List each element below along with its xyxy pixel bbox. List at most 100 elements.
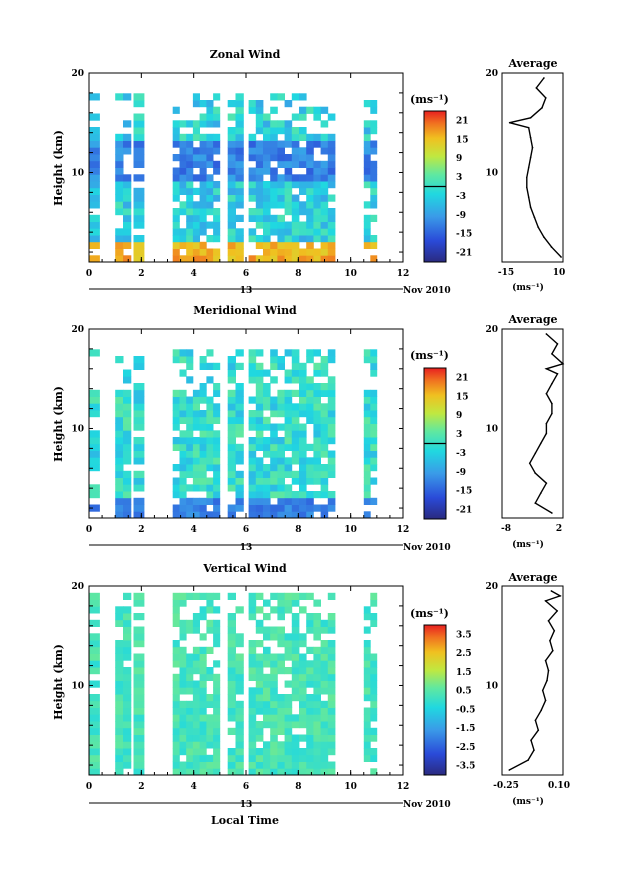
heatmap-cell (313, 457, 321, 465)
heatmap-cell (313, 680, 321, 688)
heatmap-cell (213, 754, 221, 762)
heatmap-cell (320, 255, 329, 263)
heatmap-cell (179, 464, 187, 472)
heatmap-cell (186, 667, 194, 675)
heatmap-cell (306, 228, 314, 236)
heatmap-cell (186, 362, 194, 370)
heatmap-cell (320, 714, 329, 722)
colorbar-tick-label: 15 (456, 392, 469, 402)
heatmap-cell (284, 403, 293, 411)
heatmap-cell (363, 646, 371, 654)
heatmap-cell (192, 626, 200, 634)
heatmap-cell (115, 147, 124, 155)
heatmap-cell (284, 734, 293, 742)
heatmap-cell (123, 437, 132, 445)
heatmap-cell (270, 187, 278, 195)
heatmap-cell (227, 443, 236, 451)
heatmap-cell (291, 410, 300, 418)
heatmap-cell (172, 349, 180, 357)
heatmap-cell (179, 133, 187, 141)
heatmap-cell (133, 673, 145, 681)
heatmap-cell (179, 396, 187, 404)
heatmap-cell (186, 255, 194, 263)
heatmap-cell (284, 457, 293, 465)
heatmap-cell (123, 140, 132, 148)
heatmap-cell (299, 687, 307, 695)
heatmap-cell (370, 181, 378, 189)
heatmap-cell (186, 748, 194, 756)
heatmap-cell (248, 194, 257, 202)
heatmap-cell (248, 416, 257, 424)
heatmap-cell (123, 646, 132, 654)
heatmap-cell (270, 450, 278, 458)
heatmap-cell (299, 477, 307, 485)
heatmap-cell (284, 667, 293, 675)
heatmap-cell (115, 734, 124, 742)
profile-point (551, 382, 553, 385)
heatmap-cell (115, 235, 124, 243)
heatmap-cell (270, 154, 278, 162)
heatmap-cell (235, 154, 244, 162)
heatmap-cell (123, 491, 132, 499)
heatmap-cell (263, 437, 271, 445)
heatmap-cell (186, 470, 194, 478)
heatmap-cell (213, 362, 221, 370)
heatmap-cell (327, 464, 336, 472)
heatmap-cell (213, 511, 221, 519)
heatmap-cell (115, 403, 124, 411)
heatmap-cell (270, 504, 278, 512)
heatmap-cell (186, 437, 194, 445)
heatmap-cell (270, 727, 278, 735)
heatmap-cell (255, 174, 264, 182)
heatmap-cell (370, 619, 378, 627)
heatmap-cell (172, 208, 180, 216)
heatmap-cell (227, 241, 236, 249)
x-tick-label: 4 (191, 269, 197, 279)
heatmap-cell (320, 416, 329, 424)
heatmap-cell (299, 376, 307, 384)
heatmap-cell (270, 687, 278, 695)
profile-y-tick-label: 20 (485, 325, 498, 335)
heatmap-cell (370, 443, 378, 451)
heatmap-cell (299, 640, 307, 648)
heatmap-cell (306, 619, 314, 627)
heatmap-cell (213, 748, 221, 756)
heatmap-cell (89, 403, 100, 411)
heatmap-cell (133, 754, 145, 762)
heatmap-cell (133, 633, 145, 641)
heatmap-cell (133, 484, 145, 492)
heatmap-cell (363, 416, 371, 424)
heatmap-cell (213, 721, 221, 729)
heatmap-cell (199, 140, 207, 148)
heatmap-cell (277, 396, 285, 404)
heatmap-cell (255, 423, 264, 431)
heatmap-cell (179, 389, 187, 397)
heatmap-cell (263, 700, 271, 708)
heatmap-cell (213, 255, 221, 263)
heatmap-cell (89, 167, 100, 175)
heatmap-cell (255, 140, 264, 148)
heatmap-cell (270, 214, 278, 222)
heatmap-cell (306, 221, 314, 229)
heatmap-cell (186, 235, 194, 243)
heatmap-cell (115, 470, 124, 478)
profile-x-tick-label: 10 (553, 268, 566, 278)
heatmap-cell (327, 194, 336, 202)
heatmap-cell (199, 208, 207, 216)
heatmap-cell (172, 174, 180, 182)
heatmap-cell (186, 147, 194, 155)
heatmap-cell (284, 633, 293, 641)
heatmap-cell (320, 464, 329, 472)
heatmap-cell (213, 700, 221, 708)
heatmap-cell (172, 248, 180, 256)
heatmap-cell (199, 396, 207, 404)
heatmap-cell (320, 680, 329, 688)
heatmap-cell (248, 721, 257, 729)
heatmap-cell (363, 396, 371, 404)
heatmap-cell (263, 396, 271, 404)
heatmap-cell (179, 484, 187, 492)
heatmap-cell (270, 443, 278, 451)
heatmap-cell (277, 389, 285, 397)
heatmap-cell (270, 464, 278, 472)
